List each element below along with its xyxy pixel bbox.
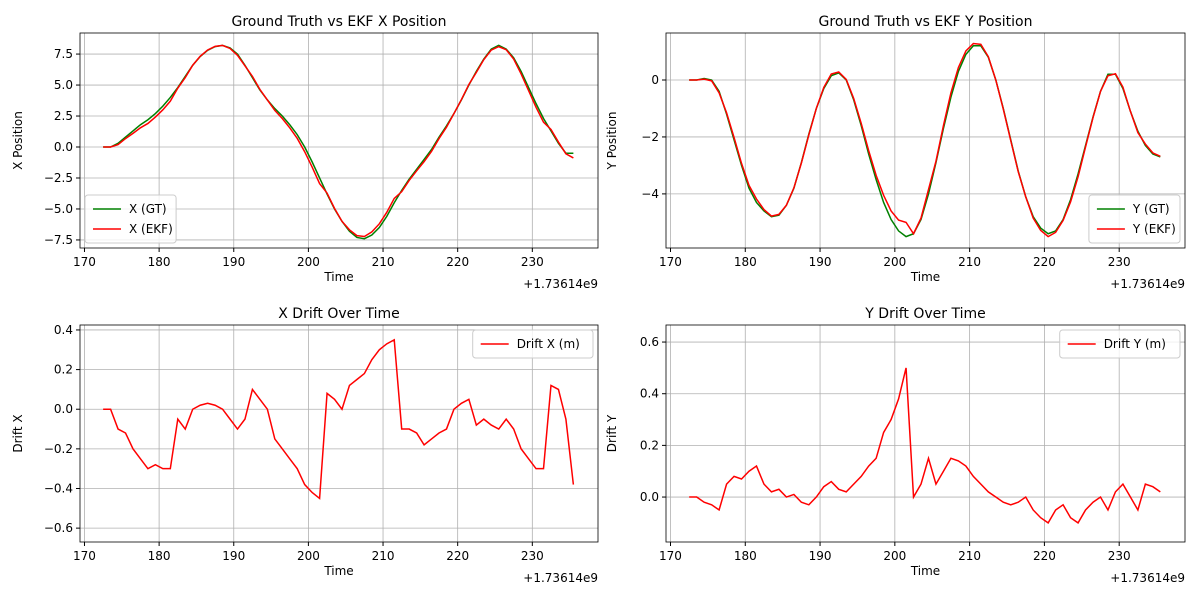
x-tick-label: 230 (521, 549, 544, 563)
y-tick-label: 0.2 (640, 438, 659, 452)
y-tick-label: 0.0 (54, 140, 73, 154)
y-tick-label: 0.0 (640, 490, 659, 504)
x-tick-label: 170 (73, 549, 96, 563)
x-tick-label: 180 (148, 255, 171, 269)
plot-area (80, 325, 598, 542)
x-tick-label: 180 (734, 549, 757, 563)
x-tick-label: 220 (446, 255, 469, 269)
legend-label: Drift Y (m) (1104, 337, 1166, 351)
legend-box (84, 194, 177, 244)
axes-frame (665, 324, 1186, 543)
y-tick-label: −0.6 (44, 521, 73, 535)
x-tick-label: 170 (659, 549, 682, 563)
x-axis-label: Time (323, 564, 353, 578)
chart-title: Ground Truth vs EKF X Position (232, 14, 447, 30)
legend-box (472, 329, 594, 359)
x-tick-label: 170 (73, 255, 96, 269)
x-tick-label: 220 (1033, 549, 1056, 563)
x-tick-label: 230 (1108, 549, 1131, 563)
data-line (103, 44, 574, 238)
y-tick-label: −4 (641, 187, 659, 201)
legend-label: Drift X (m) (517, 337, 580, 351)
chart-title: Ground Truth vs EKF Y Position (819, 14, 1033, 30)
y-tick-label: 0.2 (54, 363, 73, 377)
data-line (689, 42, 1161, 238)
x-tick-label: 180 (148, 549, 171, 563)
x-tick-label: 170 (659, 255, 682, 269)
y-tick-label: 0.4 (54, 323, 73, 337)
x-tick-label: 230 (1108, 255, 1131, 269)
x-axis-label: Time (323, 270, 353, 284)
legend-label: X (GT) (129, 202, 167, 216)
chart-title: X Drift Over Time (278, 306, 399, 322)
legend-label: Y (EKF) (1132, 222, 1176, 236)
y-tick-label: 7.5 (54, 47, 73, 61)
y-tick-label: −7.5 (44, 233, 73, 247)
y-axis-label: Drift X (11, 414, 25, 452)
y-axis-label: Y Position (605, 112, 619, 171)
x-tick-label: 210 (958, 255, 981, 269)
axes-frame (665, 32, 1186, 249)
x-tick-label: 200 (883, 549, 906, 563)
x-tick-label: 220 (1033, 255, 1056, 269)
x-tick-label: 190 (222, 255, 245, 269)
x-tick-label: 210 (372, 255, 395, 269)
y-tick-label: −2 (641, 130, 659, 144)
x-tick-label: 220 (446, 549, 469, 563)
y-tick-label: −2.5 (44, 171, 73, 185)
x-offset-label: +1.73614e9 (523, 571, 598, 585)
x-offset-label: +1.73614e9 (1110, 277, 1185, 291)
x-tick-label: 230 (521, 255, 544, 269)
y-tick-label: −0.4 (44, 481, 73, 495)
legend-box (1088, 194, 1181, 244)
y-tick-label: 0.4 (640, 387, 659, 401)
x-tick-label: 190 (809, 549, 832, 563)
x-offset-label: +1.73614e9 (1110, 571, 1185, 585)
y-tick-label: −5.0 (44, 202, 73, 216)
x-tick-label: 180 (734, 255, 757, 269)
x-tick-label: 200 (297, 255, 320, 269)
chart-title: Y Drift Over Time (864, 306, 985, 322)
x-axis-label: Time (910, 564, 940, 578)
data-line (103, 338, 575, 500)
legend-box (1059, 329, 1181, 359)
data-line (689, 367, 1161, 524)
y-axis-label: Drift Y (605, 414, 619, 452)
legend-label: Y (GT) (1132, 202, 1170, 216)
x-offset-label: +1.73614e9 (523, 277, 598, 291)
axes-frame (79, 324, 599, 543)
x-tick-label: 190 (222, 549, 245, 563)
plot-area (666, 325, 1185, 542)
y-tick-label: 0.6 (640, 335, 659, 349)
y-tick-label: 0 (651, 73, 659, 87)
legend-label: X (EKF) (129, 222, 173, 236)
x-axis-label: Time (910, 270, 940, 284)
x-tick-label: 200 (883, 255, 906, 269)
x-tick-label: 210 (372, 549, 395, 563)
x-tick-label: 210 (958, 549, 981, 563)
axes-frame (79, 32, 599, 249)
y-axis-label: X Position (11, 111, 25, 170)
y-tick-label: 2.5 (54, 109, 73, 123)
y-tick-label: 0.0 (54, 402, 73, 416)
y-tick-label: −0.2 (44, 442, 73, 456)
y-tick-label: 5.0 (54, 78, 73, 92)
x-tick-label: 190 (809, 255, 832, 269)
x-tick-label: 200 (297, 549, 320, 563)
